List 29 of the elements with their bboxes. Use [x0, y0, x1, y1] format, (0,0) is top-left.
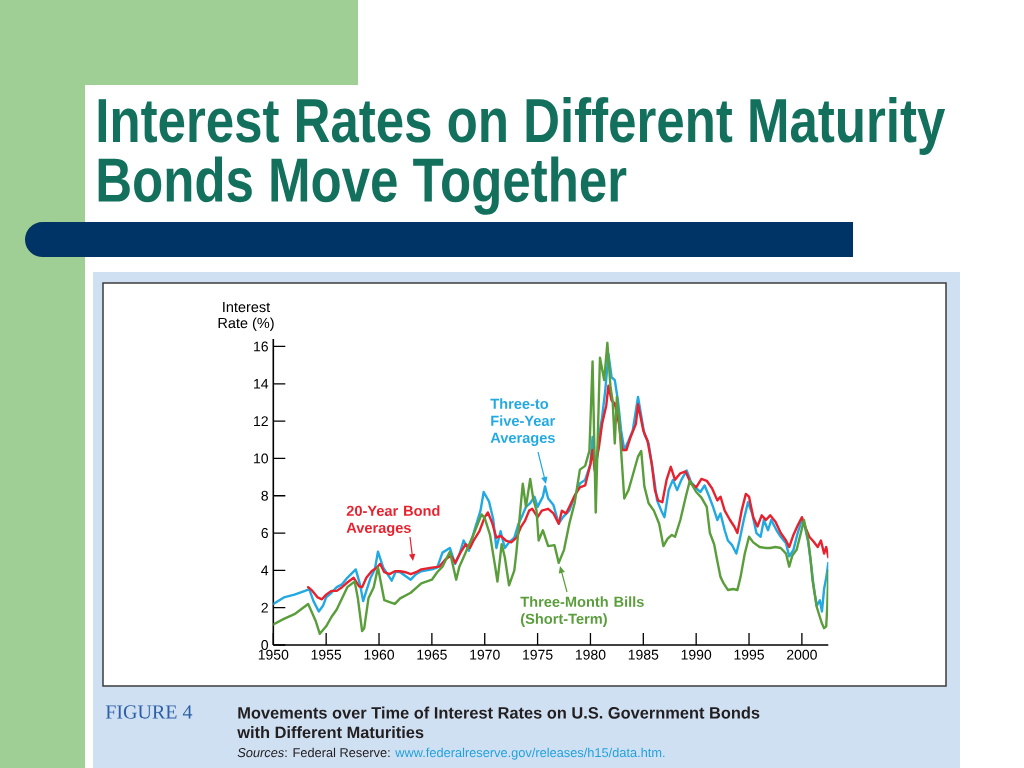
caption: FIGURE 4 — [105, 705, 193, 719]
x-tick-label: 1985 — [628, 649, 659, 660]
series-label: 20-Year Bond Averages — [346, 505, 440, 536]
x-tick-label: 1975 — [523, 649, 553, 660]
x-tick-label: 2000 — [787, 649, 817, 660]
x-tick-label: 1990 — [681, 649, 712, 660]
y-tick-label: 12 — [254, 416, 268, 426]
text: Three-to Five-Year Averages — [490, 398, 555, 446]
y-tick-label: 10 — [254, 453, 269, 464]
text: www.federalreserve.gov/releases/h15/data.htm. — [395, 747, 665, 760]
y-axis-title: Interest Rate (%) — [218, 302, 274, 331]
y-tick-label: 0 — [261, 640, 269, 650]
y-tick-label: 4 — [261, 565, 269, 576]
x-tick-label: 1950 — [258, 649, 289, 660]
y-tick-label: 14 — [254, 378, 269, 389]
x-tick-label: 1960 — [364, 649, 395, 660]
text: Sources: Federal Reserve: — [237, 747, 390, 758]
legend-label: Three-Month Bills (Short-Term) — [520, 596, 644, 627]
x-tick-label: 1995 — [734, 649, 764, 660]
y-tick-label: 8 — [261, 490, 268, 501]
text: Movements over Time of Interest Rates on U.S. Government Bonds with Different Maturities — [237, 706, 760, 739]
x-tick-label: 1980 — [575, 649, 606, 660]
y-tick-label: 6 — [261, 528, 268, 539]
y-tick-label: 16 — [254, 341, 268, 352]
x-tick-label: 1965 — [417, 649, 447, 660]
chart-title: Interest Rates on Different Maturity Bonds Move Together — [98, 96, 946, 215]
x-tick-label: 1955 — [311, 649, 342, 660]
y-tick-label: 2 — [261, 602, 268, 613]
x-tick-label: 1970 — [470, 649, 500, 660]
